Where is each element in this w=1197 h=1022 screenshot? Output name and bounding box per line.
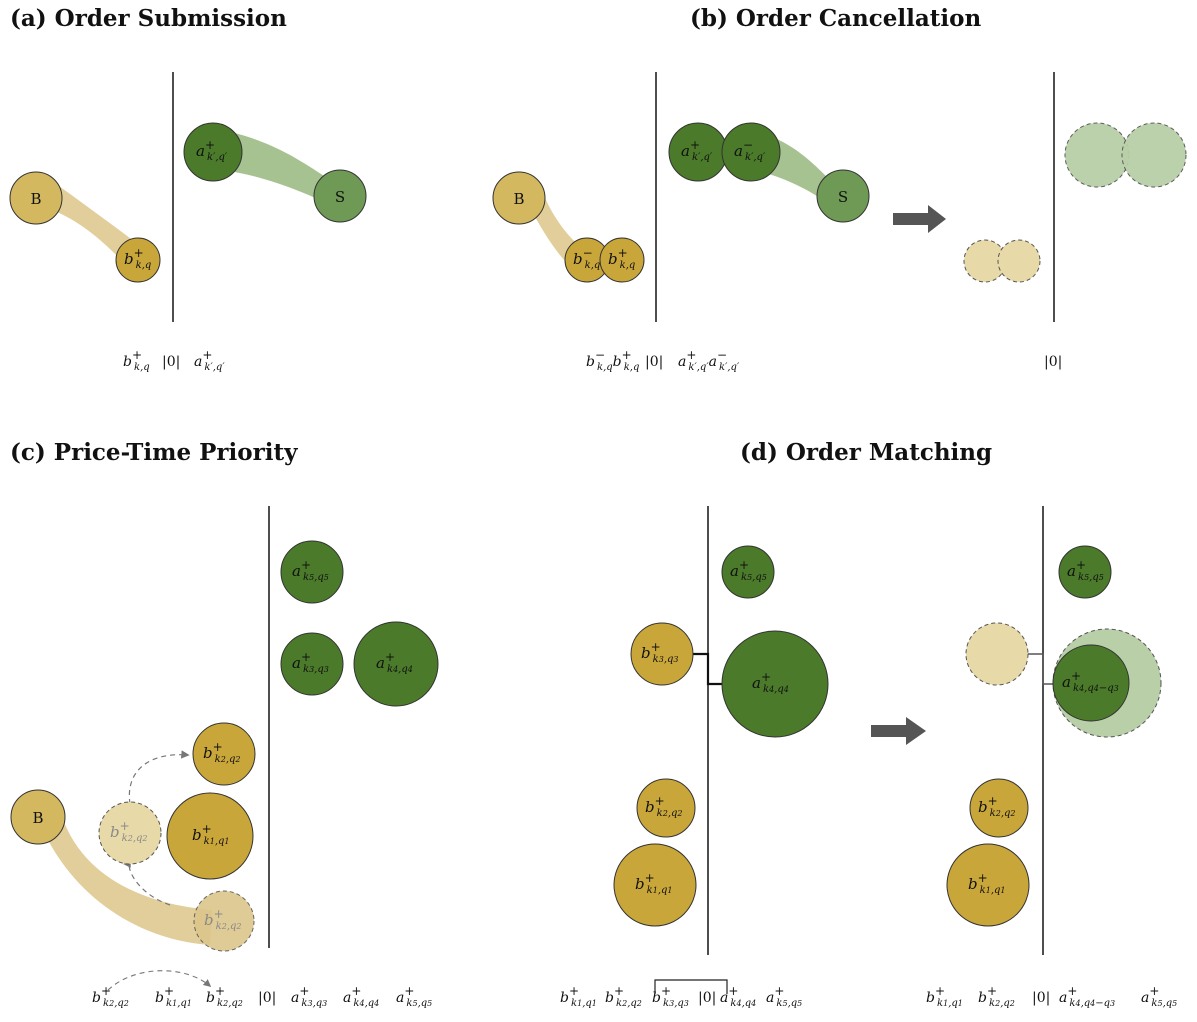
panel-d: (d) Order Matching a+ k5,q5 a+ k4,q4 b+ k3,… (560, 439, 1177, 1009)
ask-k5-circle (280, 540, 344, 604)
panel-c: (c) Price-Time Priority B b+ k2,q2 b+ k2,q… (10, 439, 439, 1009)
buyer-node-b (492, 171, 546, 225)
svg-text:|0|: |0| (1044, 354, 1062, 370)
bid-k2-label: b+ k2,q2 (203, 740, 241, 765)
svg-text:b+k,q: b+ k,q (123, 348, 150, 373)
bid-k1-circle-d (613, 843, 697, 927)
panel-a-book-state: b+ k,q |0| a+ k′,q′ (123, 348, 225, 373)
ask-k5-circle-after (1058, 545, 1112, 599)
bid-k3-circle-d (630, 622, 694, 686)
seller-label-b: S (838, 188, 848, 206)
panel-b: (b) Order Cancellation B b− k,q b+ k,q a+ k… (492, 5, 1187, 373)
seller-node (313, 169, 367, 223)
ghost-bid-k2-mid (98, 801, 162, 865)
bid-k2-circle-after (969, 778, 1029, 838)
svg-text:a+k4,q4: a+ k4,q4 (720, 984, 756, 1009)
svg-text:a+k′,q′: a+ k′,q′ (194, 348, 225, 373)
panel-c-book-state: b+ k2,q2 b+ k1,q1 b+ k2,q2 |0| a+ k3,q3 a+ k4… (92, 970, 432, 1009)
svg-text:|0|: |0| (258, 990, 276, 1006)
cancelled-ask-ghost-2 (1121, 122, 1187, 188)
svg-text:b+k1,q1: b+ k1,q1 (560, 984, 597, 1009)
svg-text:a+k4,q4−q3: a+ k4,q4−q3 (1059, 984, 1115, 1009)
panel-a-title: (a) Order Submission (10, 5, 287, 32)
ask-order-circle (183, 122, 243, 182)
ask-k4-remaining-after (1052, 644, 1130, 722)
svg-text:b+k1,q1: b+ k1,q1 (155, 984, 192, 1009)
transition-arrow-d (871, 717, 926, 745)
panel-a: (a) Order Submission B b+ k,q a+ k′,q′ S b… (9, 5, 367, 373)
match-connector (693, 652, 725, 686)
ask-cancel-circle (721, 122, 781, 182)
svg-text:|0|: |0| (698, 990, 716, 1006)
panel-d-book-state: b+ k1,q1 b+ k2,q2 b+ k3,q3 |0| a+ k4,q4 a+ k5… (560, 979, 1177, 1009)
bid-order-circle-b (599, 237, 645, 283)
match-connector-after (1027, 653, 1060, 685)
svg-text:b+k2,q2: b+ k2,q2 (605, 984, 642, 1009)
svg-text:a+k′,q′a−k′,q′: a+ k′,q′a− k′,q′ (678, 348, 740, 373)
transition-arrow-b (893, 205, 946, 233)
buyer-label-b: B (513, 190, 524, 208)
svg-text:|0|: |0| (645, 354, 663, 370)
ask-k5-circle-d (721, 545, 775, 599)
bid-k3-ghost-after (965, 622, 1029, 686)
bid-k2-circle-d (636, 778, 696, 838)
buyer-node (9, 171, 63, 225)
buyer-flow-c (48, 810, 212, 945)
buyer-label-c: B (32, 809, 43, 827)
svg-text:a+k3,q3: a+ k3,q3 (291, 984, 327, 1009)
panel-c-title: (c) Price-Time Priority (10, 439, 298, 466)
svg-text:|0|: |0| (1032, 990, 1050, 1006)
ask-k3-circle (280, 632, 344, 696)
panel-b-title: (b) Order Cancellation (690, 5, 981, 32)
ask-k4-circle-d (721, 630, 829, 738)
svg-text:a+k4,q4: a+ k4,q4 (343, 984, 379, 1009)
svg-text:|0|: |0| (162, 354, 180, 370)
svg-text:b+k2,q2: b+ k2,q2 (206, 984, 243, 1009)
bid-k1-circle-after (946, 843, 1030, 927)
ghost-bid-k2-bottom (193, 890, 255, 952)
svg-text:b−k,qb+k,q: b− k,qb+ k,q (586, 348, 639, 373)
bid-k1-circle (166, 792, 254, 880)
svg-text:a+k5,q5: a+ k5,q5 (766, 984, 802, 1009)
svg-text:b+k2,q2: b+ k2,q2 (92, 984, 129, 1009)
panel-d-title: (d) Order Matching (740, 439, 992, 466)
ask-k4-circle (353, 621, 439, 707)
seller-label: S (335, 188, 345, 206)
buyer-node-c (10, 789, 66, 845)
seller-submission-flow (222, 130, 330, 205)
bid-k3-label-d: b+ k3,q3 (641, 640, 679, 665)
svg-text:a+k5,q5: a+ k5,q5 (396, 984, 432, 1009)
priority-arrow-up (123, 858, 171, 906)
cancelled-ask-ghost-1 (1064, 122, 1130, 188)
buyer-label: B (30, 190, 41, 208)
svg-text:b+k3,q3: b+ k3,q3 (652, 984, 689, 1009)
priority-arrow-top (128, 750, 190, 805)
svg-text:b+k2,q2: b+ k2,q2 (978, 984, 1015, 1009)
svg-text:b+k1,q1: b+ k1,q1 (926, 984, 963, 1009)
panel-b-book-state: b− k,qb+ k,q |0| a+ k′,q′a− k′,q′ |0| (586, 348, 1062, 373)
bid-k2-circle (192, 722, 256, 786)
cancelled-bid-ghost-2 (997, 239, 1041, 283)
svg-text:a+k5,q5: a+ k5,q5 (1141, 984, 1177, 1009)
bid-order-circle (115, 237, 161, 283)
seller-node-b (816, 169, 870, 223)
